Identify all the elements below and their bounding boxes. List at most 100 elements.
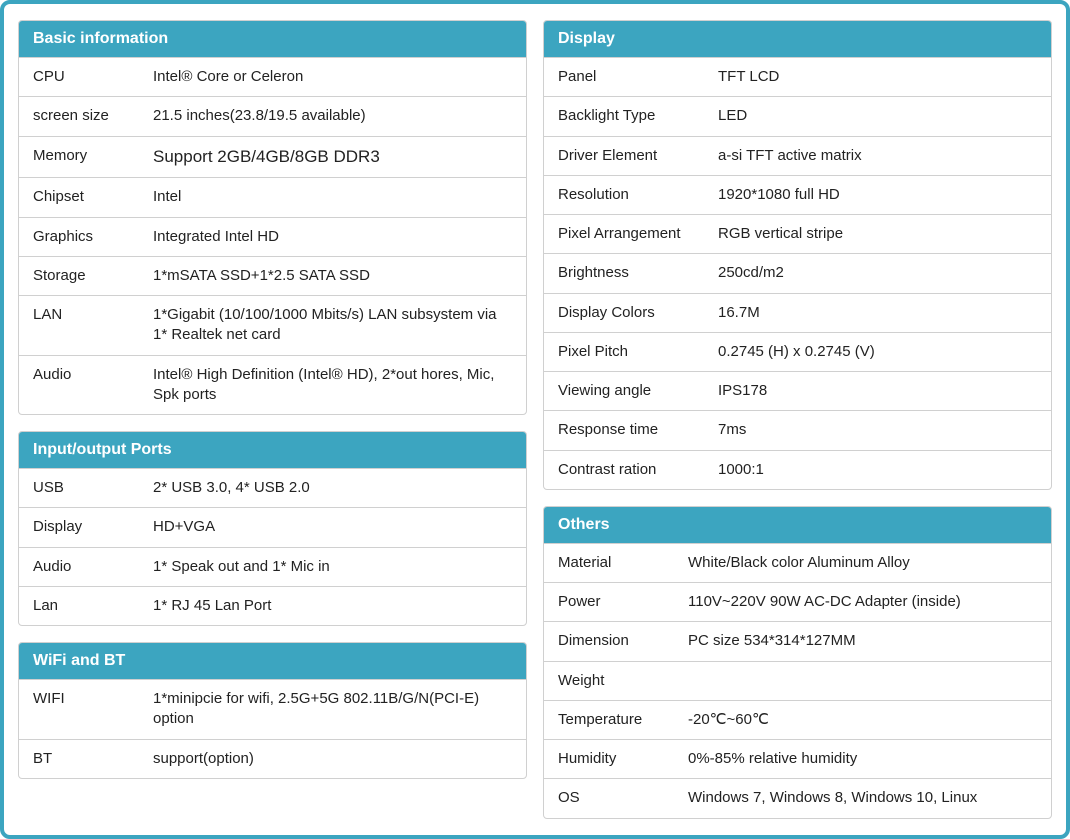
spec-row: screen size21.5 inches(23.8/19.5 availab…: [19, 96, 526, 135]
spec-row: Pixel ArrangementRGB vertical stripe: [544, 214, 1051, 253]
spec-row: Backlight TypeLED: [544, 96, 1051, 135]
spec-label: Viewing angle: [558, 381, 718, 401]
spec-value: Intel® Core or Celeron: [153, 67, 303, 87]
spec-value: Intel® High Definition (Intel® HD), 2*ou…: [153, 365, 512, 406]
spec-sheet: Basic information CPUIntel® Core or Celer…: [0, 0, 1070, 839]
spec-row: Display Colors16.7M: [544, 293, 1051, 332]
spec-value: Support 2GB/4GB/8GB DDR3: [153, 146, 380, 169]
spec-row: DimensionPC size 534*314*127MM: [544, 621, 1051, 660]
spec-row: Brightness250cd/m2: [544, 253, 1051, 292]
spec-value: White/Black color Aluminum Alloy: [688, 553, 910, 573]
spec-row: Audio1* Speak out and 1* Mic in: [19, 547, 526, 586]
spec-label: Chipset: [33, 187, 153, 207]
section-header: Display: [544, 21, 1051, 57]
spec-label: Display Colors: [558, 303, 718, 323]
spec-label: BT: [33, 749, 153, 769]
section-wifi-and-bt: WiFi and BTWIFI1*minipcie for wifi, 2.5G…: [18, 642, 527, 779]
spec-row: Response time7ms: [544, 410, 1051, 449]
spec-value: 16.7M: [718, 303, 760, 323]
spec-label: USB: [33, 478, 153, 498]
spec-label: Weight: [558, 671, 688, 691]
section-display: DisplayPanelTFT LCDBacklight TypeLEDDriv…: [543, 20, 1052, 490]
spec-label: Pixel Arrangement: [558, 224, 718, 244]
section-basic-information: Basic information CPUIntel® Core or Celer…: [18, 20, 527, 415]
spec-label: OS: [558, 788, 688, 808]
right-column: DisplayPanelTFT LCDBacklight TypeLEDDriv…: [543, 20, 1052, 819]
spec-row: Contrast ration1000:1: [544, 450, 1051, 489]
spec-row: Driver Elementa-si TFT active matrix: [544, 136, 1051, 175]
section-input-output-ports: Input/output PortsUSB2* USB 3.0, 4* USB …: [18, 431, 527, 626]
spec-value: 1*Gigabit (10/100/1000 Mbits/s) LAN subs…: [153, 305, 512, 346]
spec-row: Resolution1920*1080 full HD: [544, 175, 1051, 214]
spec-value: 1* Speak out and 1* Mic in: [153, 557, 330, 577]
spec-value: PC size 534*314*127MM: [688, 631, 856, 651]
spec-row: GraphicsIntegrated Intel HD: [19, 217, 526, 256]
spec-value: RGB vertical stripe: [718, 224, 843, 244]
left-column: Basic information CPUIntel® Core or Celer…: [18, 20, 527, 819]
spec-value: 7ms: [718, 420, 746, 440]
spec-row: Viewing angleIPS178: [544, 371, 1051, 410]
spec-value: -20℃~60℃: [688, 710, 769, 730]
spec-label: Contrast ration: [558, 460, 718, 480]
spec-label: CPU: [33, 67, 153, 87]
spec-label: Audio: [33, 557, 153, 577]
spec-row: Lan1* RJ 45 Lan Port: [19, 586, 526, 625]
spec-value: 0.2745 (H) x 0.2745 (V): [718, 342, 875, 362]
spec-label: Power: [558, 592, 688, 612]
spec-value: support(option): [153, 749, 254, 769]
spec-row: PanelTFT LCD: [544, 57, 1051, 96]
spec-value: 21.5 inches(23.8/19.5 available): [153, 106, 366, 126]
spec-label: Lan: [33, 596, 153, 616]
spec-row: MaterialWhite/Black color Aluminum Alloy: [544, 543, 1051, 582]
spec-value: a-si TFT active matrix: [718, 146, 862, 166]
spec-value: 110V~220V 90W AC-DC Adapter (inside): [688, 592, 961, 612]
spec-label: Display: [33, 517, 153, 537]
spec-value: TFT LCD: [718, 67, 779, 87]
spec-label: Backlight Type: [558, 106, 718, 126]
spec-row: MemorySupport 2GB/4GB/8GB DDR3: [19, 136, 526, 178]
spec-label: Driver Element: [558, 146, 718, 166]
spec-row: WIFI1*minipcie for wifi, 2.5G+5G 802.11B…: [19, 679, 526, 739]
spec-row: LAN1*Gigabit (10/100/1000 Mbits/s) LAN s…: [19, 295, 526, 355]
spec-value: Windows 7, Windows 8, Windows 10, Linux: [688, 788, 977, 808]
spec-label: Pixel Pitch: [558, 342, 718, 362]
spec-row: Power110V~220V 90W AC-DC Adapter (inside…: [544, 582, 1051, 621]
spec-row: AudioIntel® High Definition (Intel® HD),…: [19, 355, 526, 415]
spec-label: Response time: [558, 420, 718, 440]
spec-value: Integrated Intel HD: [153, 227, 279, 247]
spec-label: screen size: [33, 106, 153, 126]
spec-value: HD+VGA: [153, 517, 215, 537]
spec-label: Audio: [33, 365, 153, 385]
spec-row: OSWindows 7, Windows 8, Windows 10, Linu…: [544, 778, 1051, 817]
spec-label: Material: [558, 553, 688, 573]
spec-label: WIFI: [33, 689, 153, 709]
spec-label: Humidity: [558, 749, 688, 769]
spec-value: 1* RJ 45 Lan Port: [153, 596, 271, 616]
spec-label: Graphics: [33, 227, 153, 247]
spec-label: Memory: [33, 146, 153, 166]
spec-value: 1*minipcie for wifi, 2.5G+5G 802.11B/G/N…: [153, 689, 512, 730]
spec-value: 1000:1: [718, 460, 764, 480]
spec-row: Temperature-20℃~60℃: [544, 700, 1051, 739]
spec-value: LED: [718, 106, 747, 126]
spec-label: Brightness: [558, 263, 718, 283]
section-header: Basic information: [19, 21, 526, 57]
section-others: OthersMaterialWhite/Black color Aluminum…: [543, 506, 1052, 819]
spec-label: Dimension: [558, 631, 688, 651]
spec-value: 2* USB 3.0, 4* USB 2.0: [153, 478, 310, 498]
spec-label: Storage: [33, 266, 153, 286]
spec-row: USB2* USB 3.0, 4* USB 2.0: [19, 468, 526, 507]
section-header: Input/output Ports: [19, 432, 526, 468]
spec-row: ChipsetIntel: [19, 177, 526, 216]
section-header: Others: [544, 507, 1051, 543]
spec-row: Pixel Pitch0.2745 (H) x 0.2745 (V): [544, 332, 1051, 371]
spec-value: 250cd/m2: [718, 263, 784, 283]
spec-value: Intel: [153, 187, 181, 207]
spec-row: Humidity0%-85% relative humidity: [544, 739, 1051, 778]
spec-row: DisplayHD+VGA: [19, 507, 526, 546]
spec-row: Storage1*mSATA SSD+1*2.5 SATA SSD: [19, 256, 526, 295]
spec-value: 1*mSATA SSD+1*2.5 SATA SSD: [153, 266, 370, 286]
spec-label: Resolution: [558, 185, 718, 205]
spec-value: 1920*1080 full HD: [718, 185, 840, 205]
section-header: WiFi and BT: [19, 643, 526, 679]
